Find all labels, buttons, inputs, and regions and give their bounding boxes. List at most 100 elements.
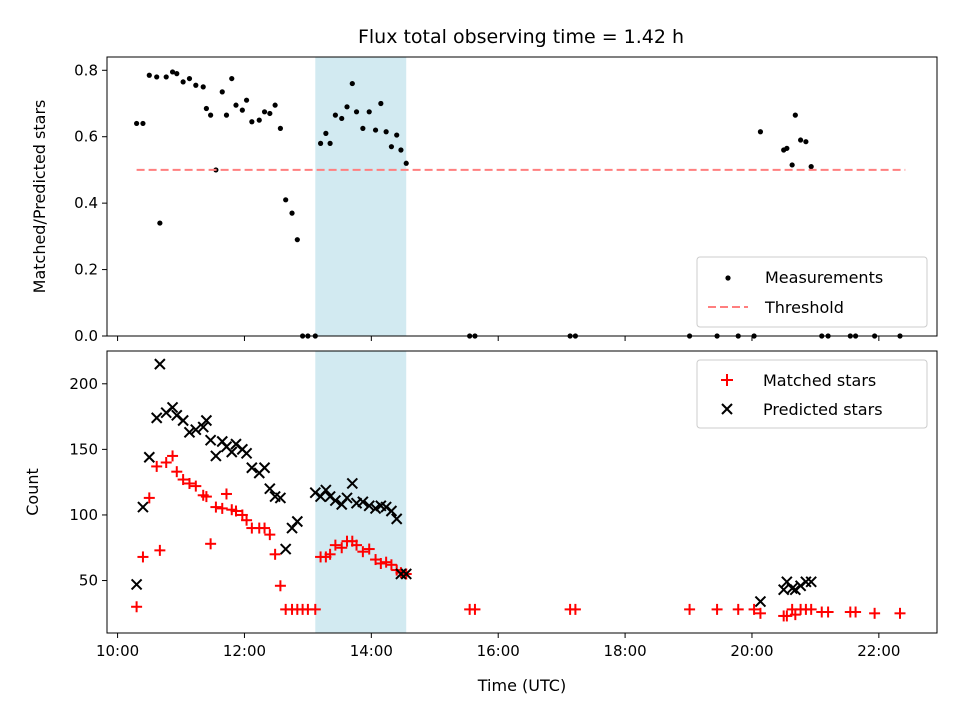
x-tick-label-0: 10:00	[96, 642, 139, 660]
predicted-star-point	[363, 500, 375, 512]
ratio-panel-frame	[106, 56, 938, 337]
predicted-star-point	[385, 505, 398, 517]
ratio-y-tick-label-3: 0.6	[74, 128, 98, 146]
predicted-star-point	[805, 576, 817, 588]
predicted-star-point	[279, 543, 292, 555]
measurement-point	[283, 197, 289, 203]
predicted-star-point	[177, 414, 189, 427]
predicted-star-point	[258, 462, 271, 474]
measurement-point	[261, 109, 268, 115]
matched-star-point	[375, 557, 387, 569]
measurement-point	[180, 79, 186, 85]
measurement-point	[157, 220, 163, 226]
matched-star-point	[309, 603, 321, 615]
predicted-star-point	[226, 446, 238, 458]
measurement-point	[140, 120, 146, 127]
predicted-star-point	[754, 595, 767, 608]
measurement-point	[757, 129, 764, 135]
measurement-point	[353, 109, 360, 115]
predicted-star-point	[190, 423, 202, 436]
legend-measurements-marker	[725, 275, 731, 281]
count-y-axis-label: Count	[23, 468, 42, 516]
count-y-tick-label-3: 200	[69, 375, 98, 393]
matched-star-point	[732, 603, 744, 615]
predicted-star-point	[264, 483, 276, 495]
ratio-y-tick-label-0: 0.0	[74, 327, 98, 345]
matched-star-point	[259, 522, 271, 534]
measurement-point	[169, 69, 176, 75]
ratio-x-ticks	[117, 336, 880, 341]
predicted-star-point	[154, 358, 166, 370]
matched-star-point	[151, 460, 163, 472]
x-axis-label: Time (UTC)	[477, 676, 566, 695]
matched-star-point	[329, 539, 341, 551]
legend-threshold-label: Threshold	[764, 298, 844, 317]
matched-star-point	[380, 556, 392, 568]
measurement-point	[398, 147, 404, 153]
measurement-point	[289, 210, 295, 216]
legend-matched-marker	[721, 374, 733, 386]
ratio-y-tick-label-2: 0.4	[74, 194, 98, 212]
predicted-star-point	[240, 447, 253, 460]
matched-star-point	[205, 538, 217, 550]
predicted-star-point	[166, 401, 179, 414]
highlight-span-bottom	[315, 351, 407, 633]
matched-star-point	[357, 546, 369, 558]
measurement-point	[388, 144, 395, 150]
predicted-star-point	[200, 414, 213, 427]
matched-star-point	[171, 466, 183, 478]
matched-star-point	[190, 480, 202, 492]
measurement-point	[186, 75, 193, 82]
measurement-point	[249, 119, 255, 125]
measurement-point	[360, 125, 366, 132]
measurement-point	[344, 104, 350, 110]
measurement-point	[403, 160, 409, 166]
predicted-star-point	[786, 582, 798, 595]
predicted-star-point	[246, 462, 258, 474]
matched-star-point	[850, 606, 862, 618]
legend-matched-label: Matched stars	[763, 371, 876, 390]
measurement-point	[372, 127, 379, 133]
matched-star-point	[216, 502, 228, 514]
ratio-y-ticks: 0.0 0.2 0.4 0.6 0.8	[74, 61, 107, 345]
measurement-point	[203, 105, 209, 112]
predicted-star-point	[341, 492, 353, 504]
measurement-point	[808, 164, 814, 170]
matched-star-point	[754, 607, 766, 619]
x-tick-label-1: 12:00	[223, 642, 266, 660]
matched-star-point	[241, 514, 253, 526]
ratio-y-tick-label-4: 0.8	[74, 61, 98, 79]
measurement-point	[223, 112, 230, 118]
x-tick-label-6: 22:00	[857, 642, 900, 660]
predicted-star-point	[197, 421, 209, 433]
predicted-star-point	[204, 434, 217, 446]
predicted-star-point	[320, 484, 332, 496]
ratio-y-axis-label: Matched/Predicted stars	[30, 100, 49, 294]
matched-star-point	[220, 488, 232, 500]
count-panel-frame	[106, 350, 938, 634]
matched-star-point	[822, 606, 834, 618]
matched-star-point	[137, 551, 149, 563]
measurement-point	[193, 82, 199, 88]
x-tick-label-3: 16:00	[477, 642, 520, 660]
highlight-span-top	[315, 57, 407, 336]
measurement-point	[792, 112, 798, 118]
count-y-tick-label-2: 150	[69, 440, 98, 458]
measurement-point	[784, 145, 790, 151]
matched-star-point	[711, 603, 723, 615]
count-y-ticks: 50 100 150 200	[69, 375, 107, 590]
x-tick-label-5: 20:00	[730, 642, 773, 660]
matched-star-point	[177, 474, 189, 486]
measurement-point	[332, 112, 338, 118]
measurement-point	[277, 125, 284, 132]
measurement-point	[798, 137, 804, 143]
predicted-star-point	[800, 576, 812, 588]
measurement-point	[243, 97, 250, 103]
matched-star-point	[324, 548, 336, 560]
predicted-star-point	[137, 501, 149, 513]
measurement-point	[163, 74, 169, 80]
measurement-point	[219, 89, 225, 95]
measurement-point	[256, 117, 262, 123]
predicted-star-point	[346, 477, 359, 490]
